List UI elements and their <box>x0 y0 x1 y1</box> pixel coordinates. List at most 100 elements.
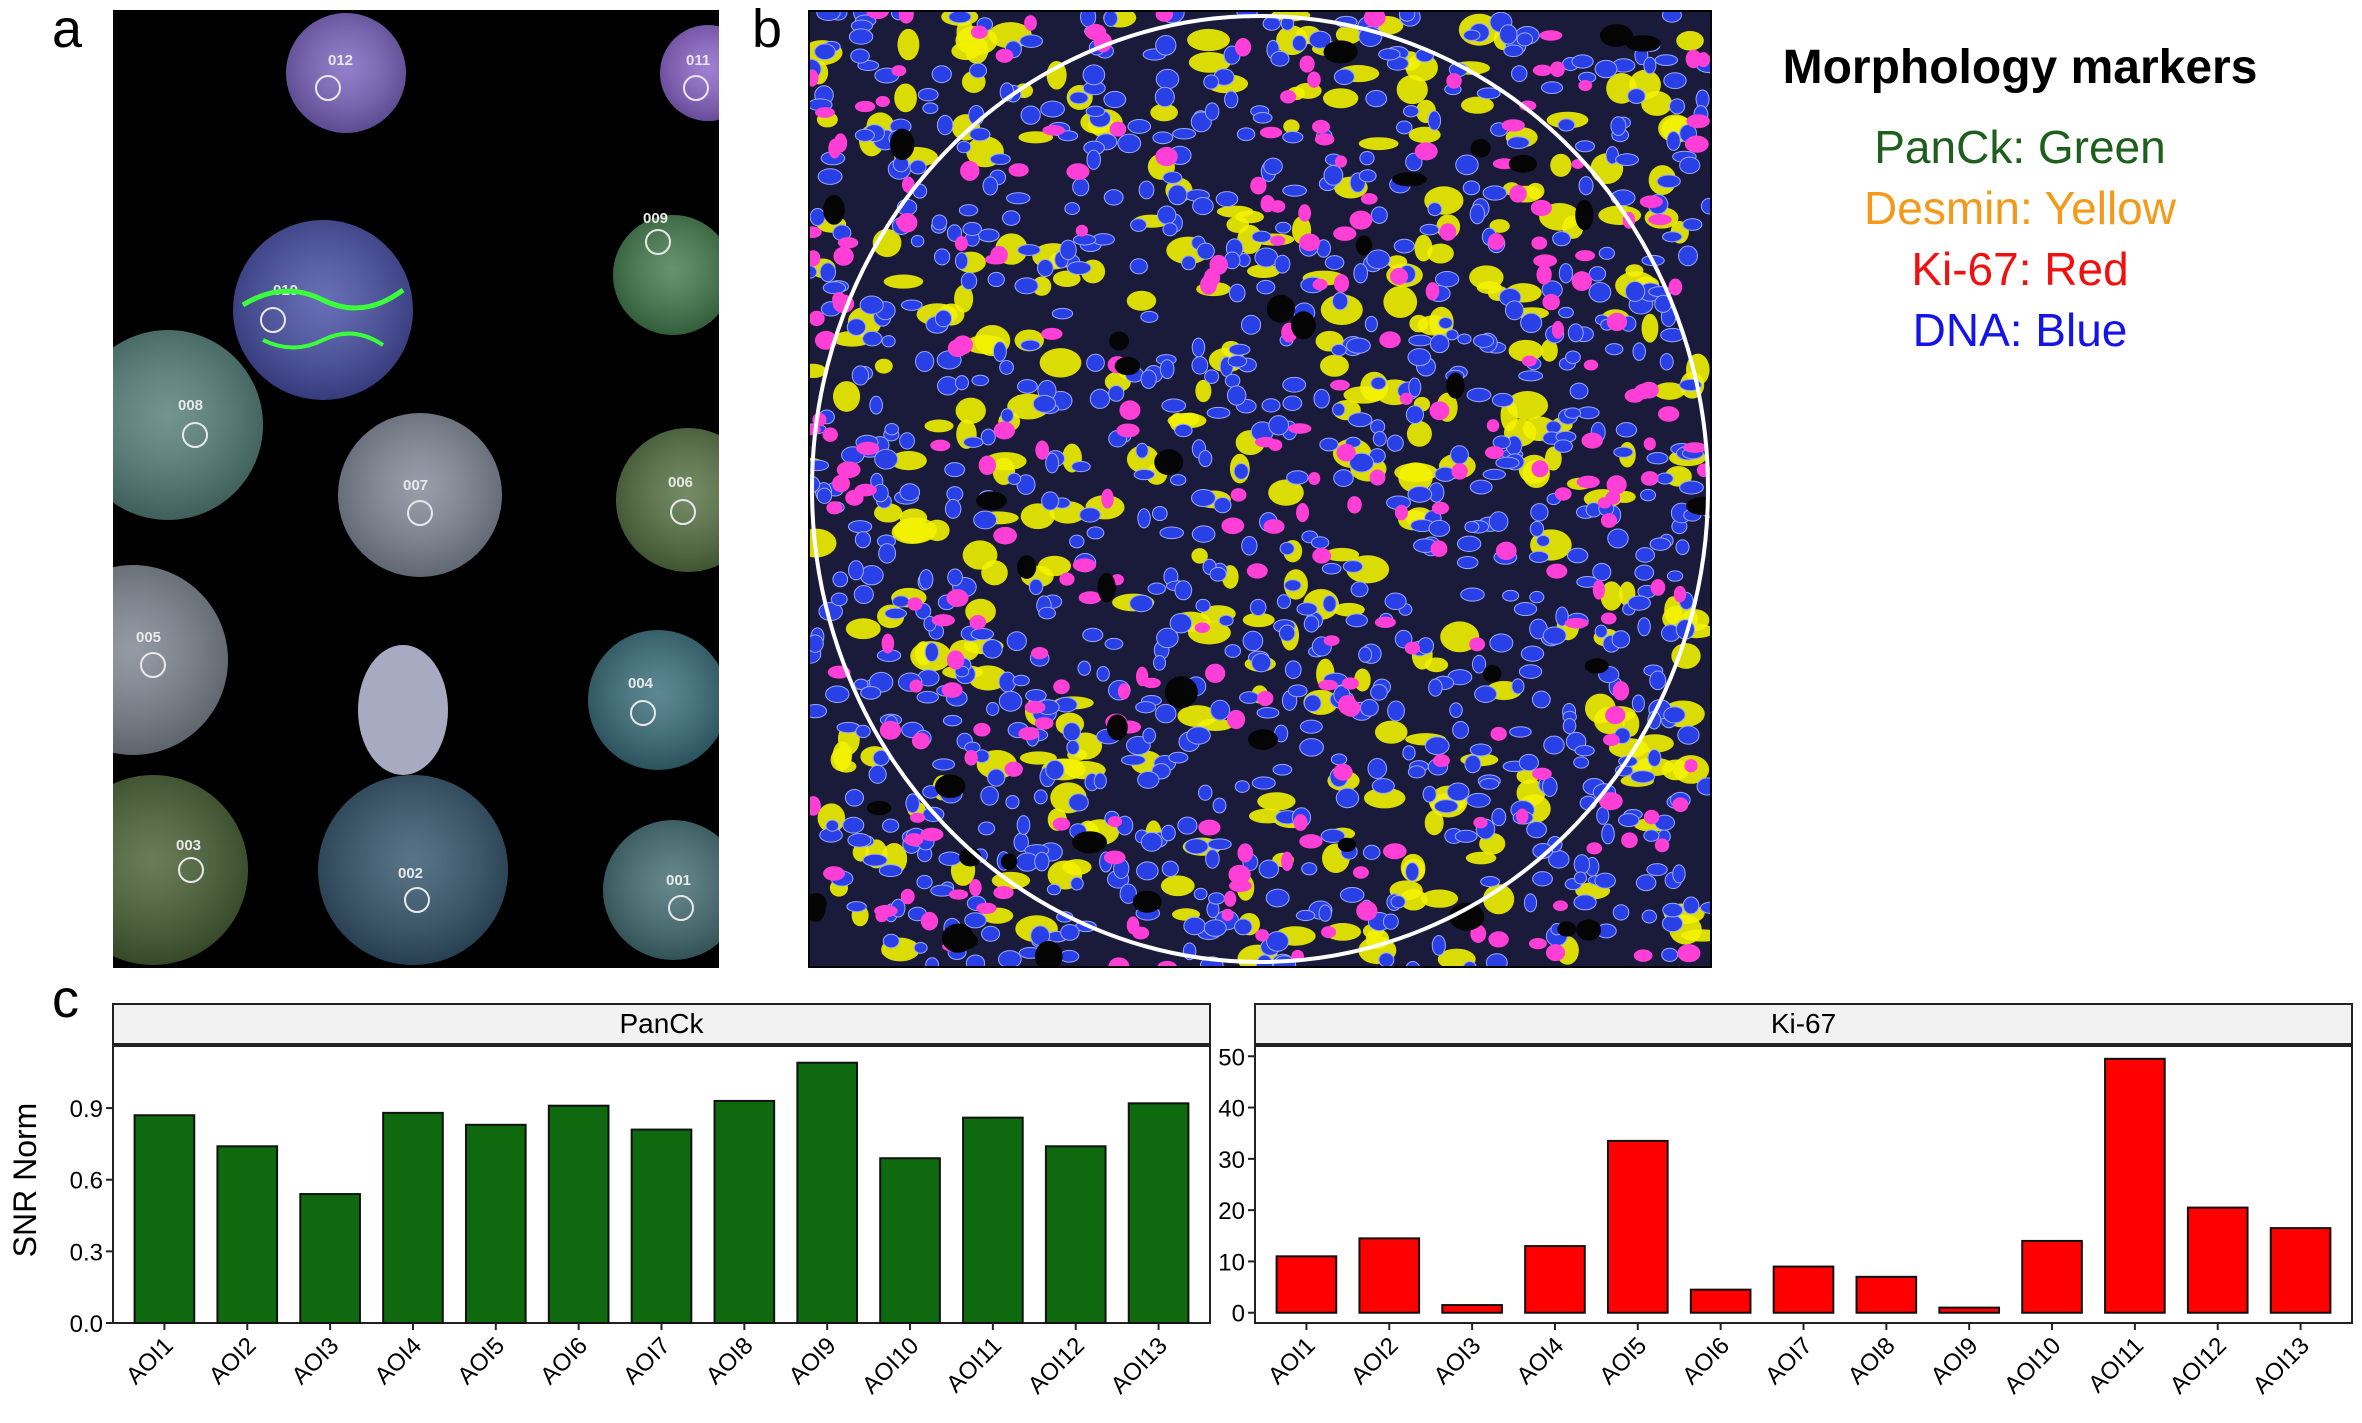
legend-entry-desmin: Desmin: Yellow <box>1864 182 2176 234</box>
bar-aoi9 <box>1938 1306 2001 1314</box>
bar-aoi5 <box>1606 1139 1669 1314</box>
bar-aoi2 <box>1358 1237 1421 1314</box>
x-tick-label: AOI8 <box>1843 1332 1901 1390</box>
aoi-marker <box>315 75 341 101</box>
x-tick-label: AOI3 <box>287 1332 345 1390</box>
x-tick-label: AOI1 <box>1263 1332 1321 1390</box>
aoi-marker <box>683 75 709 101</box>
tissue-fragment <box>358 645 448 775</box>
x-tick-label: AOI13 <box>1106 1332 1173 1399</box>
bar-aoi6 <box>1689 1288 1752 1314</box>
facet-title: Ki-67 <box>1771 1008 1836 1039</box>
bar-aoi8 <box>713 1099 776 1325</box>
tissue-core-009: 009 <box>613 210 719 335</box>
x-tick-label: AOI9 <box>784 1332 842 1390</box>
y-tick-label: 0.6 <box>70 1168 103 1195</box>
tissue-core-011: 011 <box>660 25 719 121</box>
aoi-marker <box>668 895 694 921</box>
core-label: 009 <box>643 210 668 227</box>
tissue-microarray-image: 012 011 010 009 008 007 006 005 004 003 002 001 <box>113 10 719 968</box>
tissue-core-012: 012 <box>286 13 406 133</box>
bar-aoi9 <box>796 1061 859 1324</box>
bar-aoi7 <box>630 1128 693 1324</box>
bar-aoi12 <box>2186 1206 2249 1314</box>
x-tick-label: AOI2 <box>204 1332 262 1390</box>
bar-aoi13 <box>1127 1102 1190 1324</box>
bar-aoi1 <box>133 1114 196 1324</box>
tissue-core-006: 006 <box>616 428 719 572</box>
x-tick-label: AOI5 <box>1594 1332 1652 1390</box>
legend-entry-dna: DNA: Blue <box>1912 304 2128 356</box>
aoi-marker <box>407 500 433 526</box>
bar-aoi8 <box>1855 1275 1918 1314</box>
x-tick-label: AOI5 <box>452 1332 510 1390</box>
core-label: 007 <box>403 477 428 494</box>
y-tick-label: 10 <box>1218 1249 1245 1276</box>
panck-streak <box>262 331 385 350</box>
tissue-core-002: 002 <box>318 775 508 965</box>
snr-bar-charts: SNR Norm PanCk 0.0 0.3 0.6 0.9 AOI1 AOI2 AOI3 AO… <box>7 1003 2353 1399</box>
bar-aoi2 <box>216 1145 279 1324</box>
x-tick-label: AOI1 <box>121 1332 179 1390</box>
bar-aoi4 <box>1524 1245 1586 1314</box>
bar-aoi1 <box>1275 1255 1338 1314</box>
aoi-marker <box>645 229 671 255</box>
panel-label-a: a <box>52 0 83 59</box>
facet-strip <box>1254 1003 2353 1045</box>
tissue-core-007: 007 <box>338 413 502 577</box>
bar-aoi12 <box>1044 1145 1107 1324</box>
fluorescence-magnified-image <box>808 10 1712 968</box>
x-tick-label: AOI12 <box>2165 1332 2232 1399</box>
aoi-marker <box>182 422 208 448</box>
core-label: 003 <box>176 837 201 854</box>
y-tick-label: 50 <box>1218 1044 1245 1071</box>
core-label: 012 <box>328 52 353 69</box>
core-label: 002 <box>398 865 423 882</box>
legend-entry-ki67: Ki-67: Red <box>1911 243 2129 295</box>
x-tick-label: AOI9 <box>1926 1332 1984 1390</box>
facet-panck: PanCk 0.0 0.3 0.6 0.9 AOI1 AOI2 AOI3 AOI4 AOI5 AOI… <box>70 1003 1211 1399</box>
tissue-core-005: 005 <box>113 565 228 755</box>
core-label: 001 <box>666 872 691 889</box>
core-label: 005 <box>136 629 161 646</box>
bar-aoi4 <box>382 1111 444 1324</box>
x-tick-label: AOI11 <box>2083 1332 2149 1398</box>
x-tick-label: AOI6 <box>535 1332 593 1390</box>
x-tick-label: AOI4 <box>369 1332 427 1390</box>
aoi-marker <box>260 307 286 333</box>
facet-title: PanCk <box>619 1008 704 1039</box>
facet-ki67: Ki-67 0 10 20 30 40 50 AOI1 AOI2 AOI3 AOI4 AOI5 AOI6… <box>1218 1003 2353 1399</box>
x-tick-label: AOI6 <box>1677 1332 1735 1390</box>
x-tick-label: AOI10 <box>1999 1332 2066 1399</box>
core-label: 008 <box>178 397 203 414</box>
tissue-core-008: 008 <box>113 330 263 520</box>
morphology-legend: Morphology markers PanCk: Green Desmin: … <box>1740 40 2300 361</box>
x-tick-label: AOI7 <box>618 1332 676 1390</box>
bar-aoi3 <box>299 1193 361 1324</box>
aoi-circle <box>810 14 1710 964</box>
tissue-core-010: 010 <box>233 220 413 400</box>
x-tick-label: AOI12 <box>1023 1332 1090 1399</box>
x-tick-label: AOI11 <box>941 1332 1007 1398</box>
bar-aoi11 <box>962 1116 1024 1325</box>
x-tick-label: AOI8 <box>701 1332 759 1390</box>
aoi-marker <box>670 499 696 525</box>
y-tick-label: 40 <box>1218 1096 1245 1123</box>
aoi-marker <box>404 887 430 913</box>
panel-label-c: c <box>52 969 79 1029</box>
core-label: 004 <box>628 675 654 692</box>
tissue-core-003: 003 <box>113 775 248 965</box>
legend-title: Morphology markers <box>1782 41 2258 94</box>
aoi-marker <box>140 652 166 678</box>
legend-entry-panck: PanCk: Green <box>1874 121 2166 173</box>
x-tick-label: AOI7 <box>1760 1332 1818 1390</box>
y-tick-label: 0 <box>1232 1301 1245 1328</box>
y-tick-label: 30 <box>1218 1147 1245 1174</box>
y-tick-label: 0.0 <box>70 1311 103 1338</box>
tissue-core-001: 001 <box>603 820 719 960</box>
y-tick-label: 0.9 <box>70 1096 103 1123</box>
y-tick-label: 0.3 <box>70 1239 103 1266</box>
aoi-marker <box>178 857 204 883</box>
bar-aoi11 <box>2104 1057 2166 1314</box>
bar-aoi6 <box>547 1104 610 1324</box>
